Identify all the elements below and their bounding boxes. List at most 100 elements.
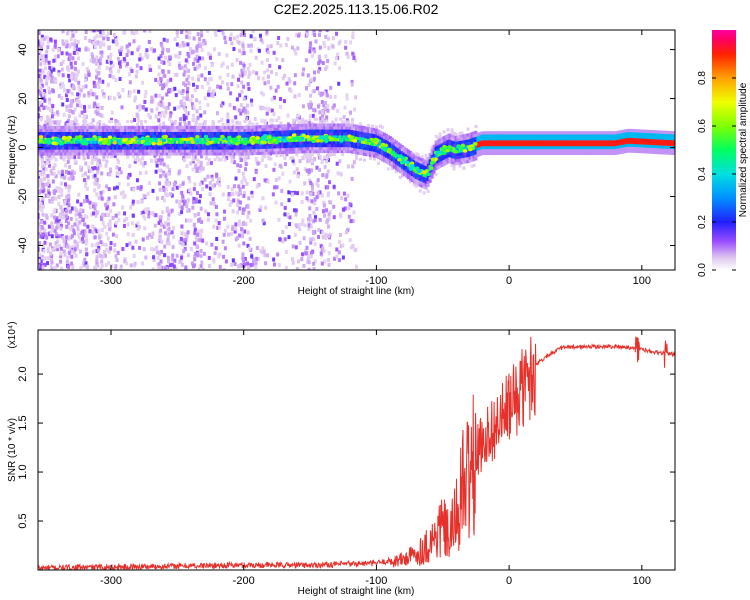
spectrogram-band-cell (327, 141, 331, 145)
spectrogram-band-cell (173, 134, 177, 138)
spectrogram-band-cell (167, 134, 171, 138)
spectrogram-noise-cell (56, 224, 60, 229)
spectrogram-noise-cell (232, 105, 236, 110)
spectrogram-band-cell (323, 132, 327, 136)
spectrogram-band-cell (319, 129, 323, 133)
spectrogram-noise-cell (218, 264, 222, 269)
spectrogram-noise-cell (223, 228, 227, 233)
spectrogram-noise-cell (115, 234, 119, 239)
spectrogram-band-cell (414, 172, 418, 177)
spectrogram-band-cell (225, 140, 229, 144)
spectrogram-noise-cell (53, 43, 57, 48)
spectrogram-band-cell (374, 131, 378, 135)
spectrogram-noise-cell (195, 48, 199, 53)
spectrogram-band-cell (341, 135, 345, 139)
spectrogram-noise-cell (326, 103, 330, 108)
spectrogram-band-cell (225, 122, 229, 127)
spectrogram-band-cell (317, 141, 321, 145)
spectrogram-band-cell (122, 131, 126, 135)
spectrogram-noise-cell (44, 58, 48, 63)
spectrogram-noise-cell (106, 172, 110, 177)
spectrogram-noise-cell (64, 219, 68, 224)
spectrogram-streak-cell (65, 209, 69, 214)
spectrogram-noise-cell (221, 61, 225, 66)
spectrogram-noise-cell (344, 230, 348, 235)
spectrogram-noise-cell (191, 205, 195, 210)
spectrogram-band-cell (406, 167, 410, 171)
spectrogram-band-cell (44, 134, 48, 138)
spectrogram-band-cell (90, 143, 94, 147)
spectrogram-noise-cell (175, 33, 179, 38)
spectrogram-band-cell (82, 131, 86, 135)
spectrogram-band-cell (151, 131, 155, 135)
spectrogram-streak-cell (183, 101, 187, 106)
spectrogram-band-cell (408, 165, 412, 169)
spectrogram-band-cell (86, 137, 90, 141)
spectrogram-streak-cell (93, 265, 97, 270)
spectrogram-band-cell (231, 131, 235, 135)
spectrogram-band-cell (50, 128, 54, 133)
spectrogram-noise-cell (57, 47, 61, 52)
spectrogram-band-cell (124, 134, 128, 138)
spectrogram-noise-cell (139, 161, 143, 166)
spectrogram-band-cell (60, 149, 64, 153)
spectrogram-noise-cell (287, 77, 291, 82)
spectrogram-noise-cell (255, 256, 259, 261)
spectrogram-band-cell (187, 125, 191, 130)
spectrogram-noise-cell (262, 221, 266, 226)
spectrogram-streak-cell (241, 171, 245, 176)
spectrogram-band-cell (392, 159, 396, 163)
spectrogram-band-cell (239, 143, 243, 147)
spectrogram-band-cell (217, 149, 221, 153)
spectrogram-band-cell (444, 152, 448, 156)
spectrogram-band-cell (311, 132, 315, 136)
spectrogram-noise-cell (197, 74, 201, 79)
spectrogram-band-cell (442, 159, 446, 163)
spectrogram-band-cell (88, 125, 92, 130)
spectrogram-band-cell (60, 146, 64, 150)
spectrogram-noise-cell (350, 82, 354, 87)
spectrogram-band-cell (333, 135, 337, 139)
spectrogram-streak-cell (162, 224, 166, 229)
spectrogram-band-cell (78, 128, 82, 133)
spectrogram-noise-cell (205, 184, 209, 189)
spectrogram-noise-cell (46, 194, 50, 199)
spectrogram-noise-cell (79, 249, 83, 254)
spectrogram-noise-cell (293, 81, 297, 86)
spectrogram-band-cell (297, 126, 301, 130)
spectrogram-noise-cell (146, 191, 150, 196)
spectrogram-band-cell (331, 120, 335, 124)
spectrogram-streak-cell (72, 231, 76, 236)
spectrogram-band-cell (128, 134, 132, 138)
spectrogram-band-cell (132, 140, 136, 144)
spectrogram-noise-cell (206, 174, 210, 179)
spectrogram-noise-cell (54, 79, 58, 84)
spectrogram-band-cell (90, 131, 94, 135)
spectrogram-noise-cell (200, 180, 204, 185)
spectrogram-band-cell (323, 146, 327, 151)
spectrogram-streak-cell (242, 220, 246, 225)
spectrogram-noise-cell (278, 104, 282, 109)
spectrogram-noise-cell (46, 106, 50, 111)
spectrogram-band-cell (163, 152, 167, 156)
spectrogram-band-cell (253, 128, 257, 132)
spectrogram-band-cell (124, 143, 128, 147)
spectrogram-band-cell (46, 134, 50, 138)
spectrogram-noise-cell (294, 51, 298, 56)
spectrogram-band-cell (414, 158, 418, 162)
spectrogram-band-cell (362, 149, 366, 153)
spectrogram-noise-cell (39, 267, 43, 270)
spectrogram-band-cell (426, 163, 430, 167)
spectrogram-streak-cell (98, 61, 102, 66)
spectrogram-noise-cell (242, 207, 246, 212)
spectrogram-band-cell (187, 149, 191, 153)
spectrogram-band-cell (424, 183, 428, 187)
spectrogram-noise-cell (40, 161, 44, 166)
spectrogram-band-cell (183, 134, 187, 138)
spectrogram-band-cell (155, 143, 159, 147)
spectrogram-band-cell (52, 149, 56, 153)
spectrogram-band-cell (90, 146, 94, 150)
spectrogram-band-cell (434, 143, 438, 147)
spectrogram-noise-cell (136, 226, 140, 231)
spectrogram-band-cell (70, 134, 74, 138)
